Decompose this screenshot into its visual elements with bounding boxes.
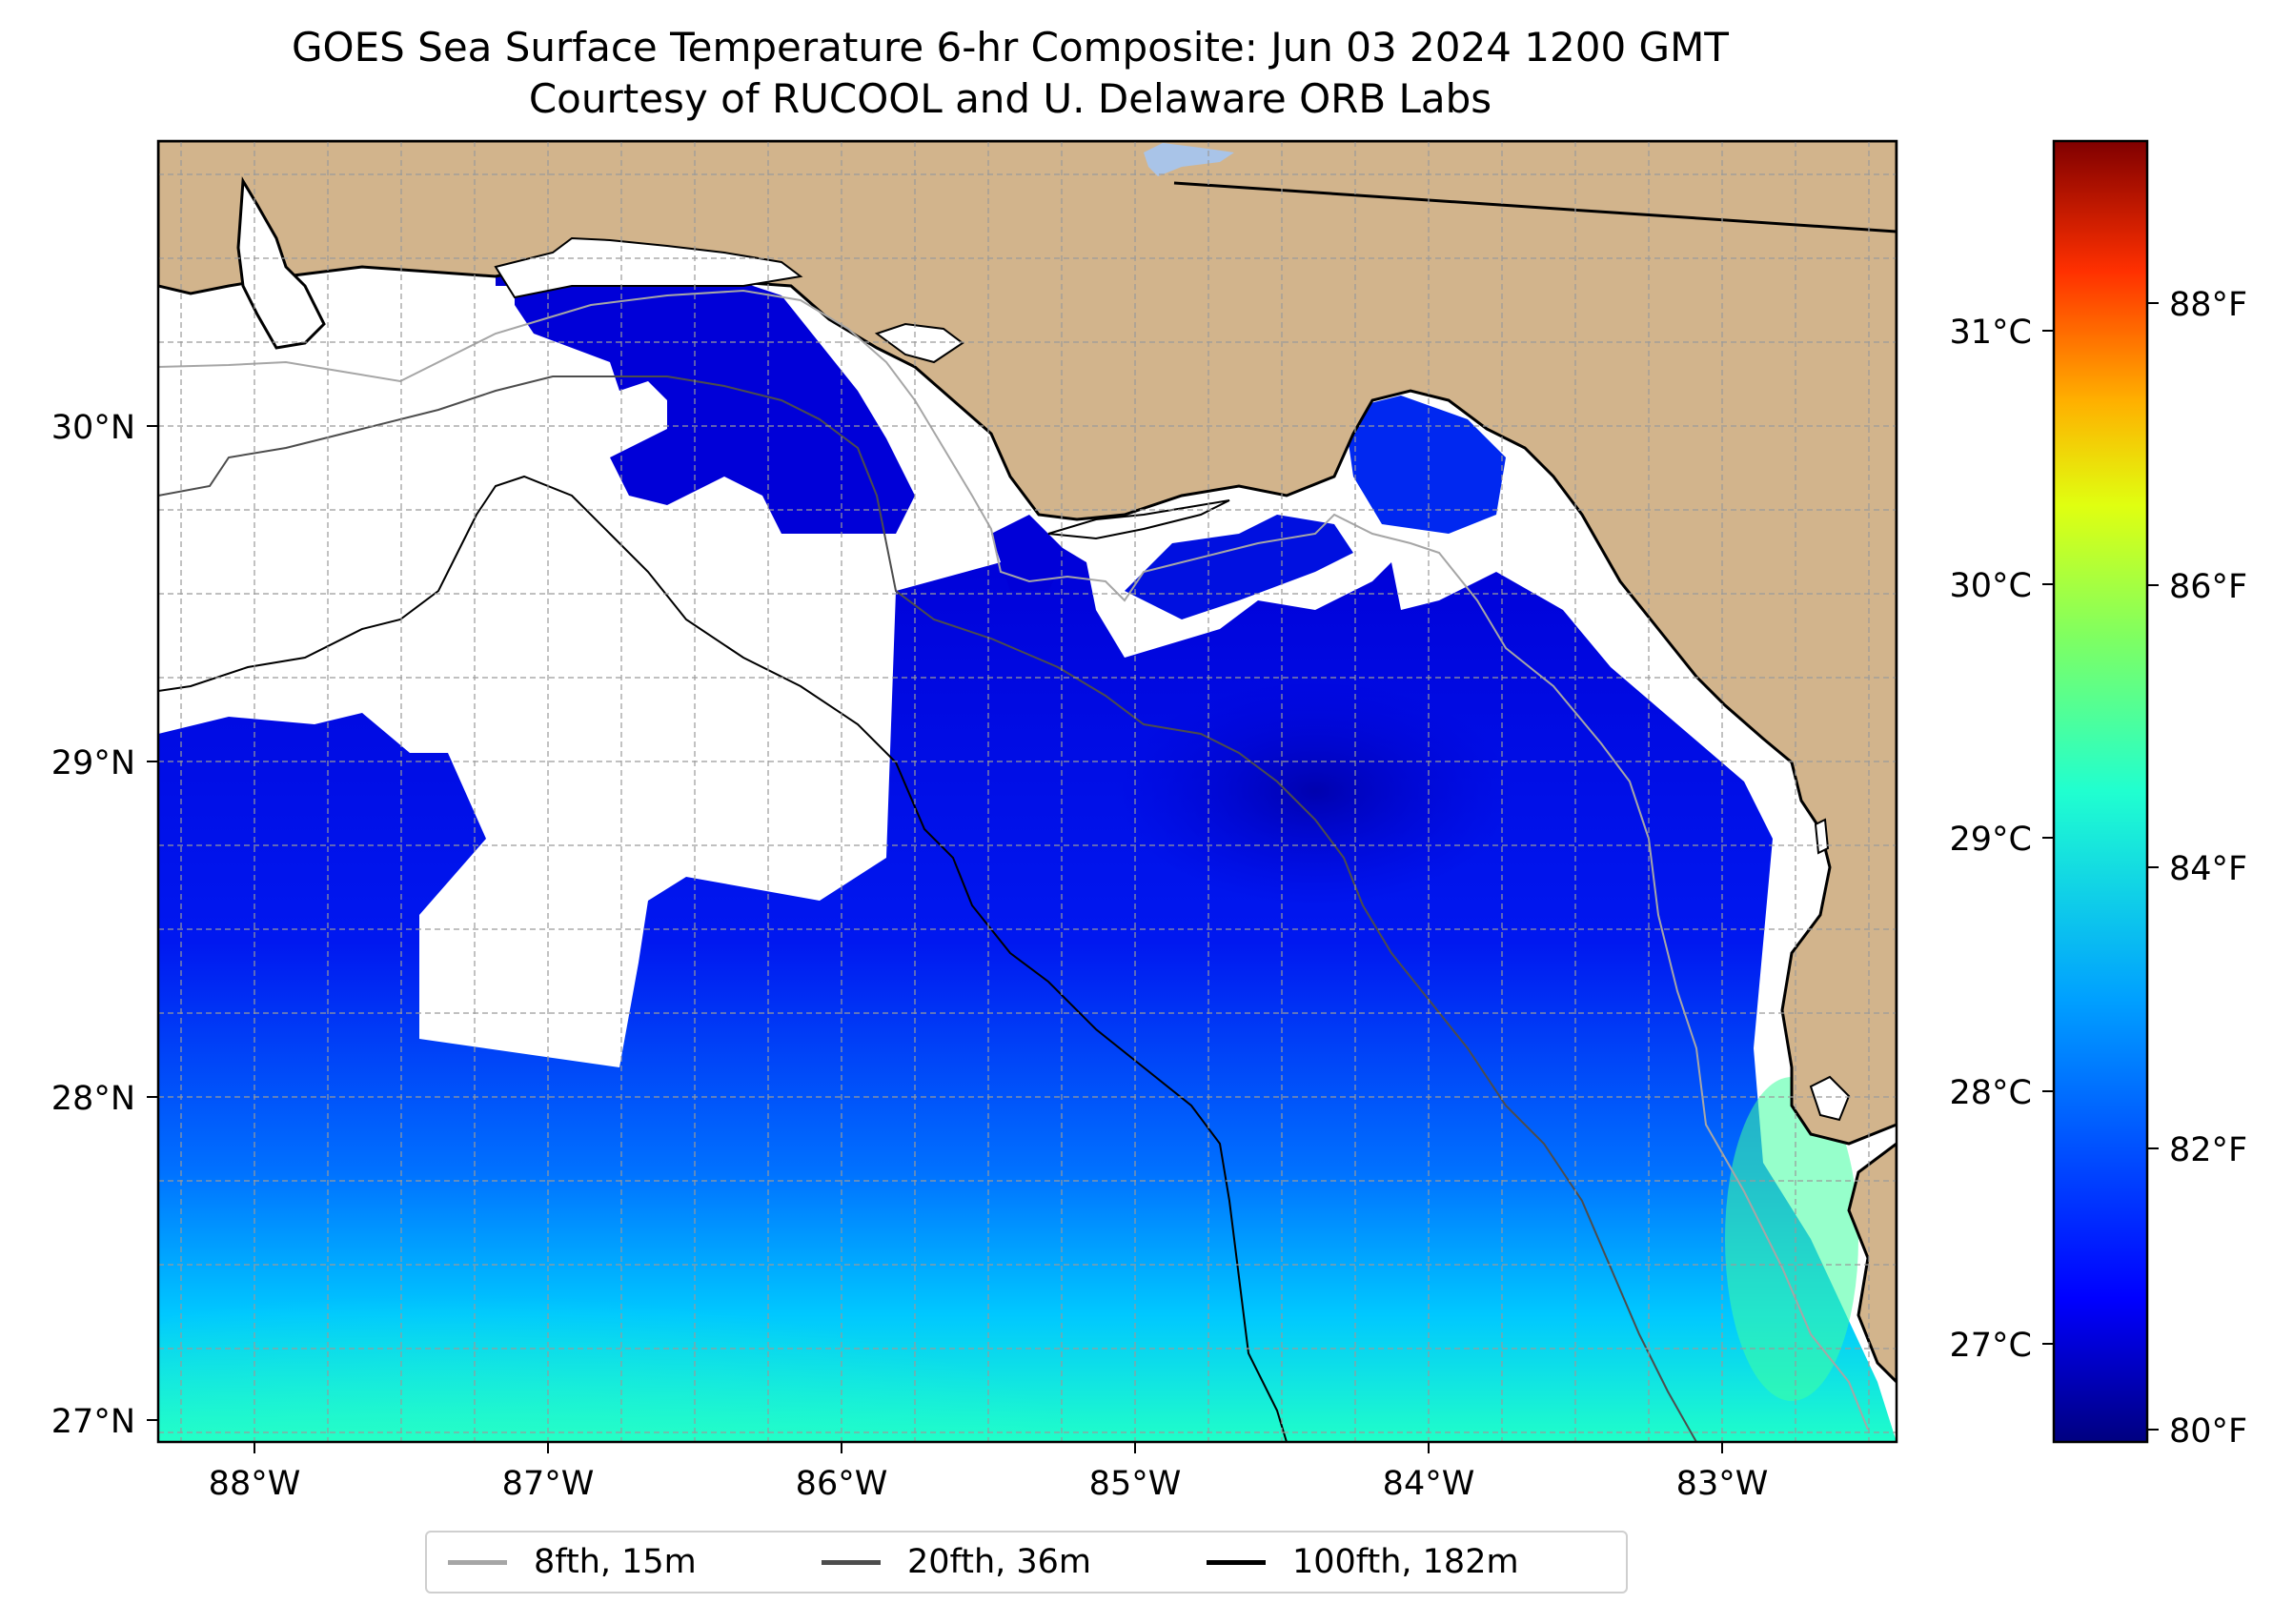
- lat-label-27n: 27°N: [51, 1403, 135, 1441]
- map-subtitle: Courtesy of RUCOOL and U. Delaware ORB L…: [528, 75, 1492, 122]
- state-boundary: [1173, 181, 1897, 233]
- lon-label-85w: 85°W: [1089, 1465, 1182, 1503]
- lon-label-87w: 87°W: [502, 1465, 595, 1503]
- lat-label-28n: 28°N: [51, 1080, 135, 1118]
- colorbar-celsius-29: 29°C: [1950, 821, 2032, 859]
- lon-label-88w: 88°W: [209, 1465, 301, 1503]
- colorbar-gradient: [2052, 139, 2149, 1444]
- legend-item-100fth: 100fth, 182m: [1207, 1533, 1519, 1592]
- bathymetry-contours: [158, 181, 1897, 1442]
- colorbar-fahrenheit-80: 80°F: [2169, 1412, 2247, 1451]
- contour-8fth-15m: [158, 289, 1869, 1431]
- legend-line-20fth: [822, 1559, 881, 1565]
- legend-item-8fth: 8fth, 15m: [448, 1533, 697, 1592]
- lat-label-30n: 30°N: [51, 409, 135, 447]
- colorbar-fahrenheit-88: 88°F: [2169, 286, 2247, 324]
- colorbar-celsius-28: 28°C: [1950, 1074, 2032, 1112]
- lat-label-29n: 29°N: [51, 744, 135, 782]
- legend-line-100fth: [1207, 1559, 1266, 1565]
- contour-100fth-182m: [158, 475, 1288, 1442]
- colorbar-fahrenheit-82: 82°F: [2169, 1131, 2247, 1169]
- lon-label-84w: 84°W: [1383, 1465, 1475, 1503]
- legend-item-20fth: 20fth, 36m: [822, 1533, 1091, 1592]
- legend-line-8fth: [448, 1559, 507, 1565]
- land-mass: [158, 141, 1897, 1385]
- legend-label-20fth: 20fth, 36m: [907, 1543, 1092, 1581]
- map-title: GOES Sea Surface Temperature 6-hr Compos…: [292, 24, 1729, 71]
- latitude-labels: 30°N 29°N 28°N 27°N: [51, 409, 135, 1441]
- colorbar-celsius-27: 27°C: [1950, 1327, 2032, 1365]
- legend-label-100fth: 100fth, 182m: [1292, 1543, 1519, 1581]
- temperature-colorbar: 31°C 30°C 29°C 28°C 27°C 88°F 86°F 84°F …: [1950, 139, 2247, 1451]
- legend-label-8fth: 8fth, 15m: [534, 1543, 697, 1581]
- map-gridlines: [158, 141, 1897, 1442]
- longitude-labels: 88°W 87°W 86°W 85°W 84°W 83°W: [209, 1465, 1769, 1503]
- colorbar-celsius-31: 31°C: [1950, 314, 2032, 352]
- colorbar-fahrenheit-86: 86°F: [2169, 568, 2247, 606]
- lon-label-86w: 86°W: [796, 1465, 888, 1503]
- lon-label-83w: 83°W: [1676, 1465, 1769, 1503]
- contour-legend: 8fth, 15m 20fth, 36m 100fth, 182m: [425, 1531, 1628, 1594]
- colorbar-celsius-30: 30°C: [1950, 567, 2032, 605]
- sea-surface-temperature-field: [158, 257, 1897, 1442]
- colorbar-fahrenheit-84: 84°F: [2169, 850, 2247, 888]
- contour-20fth-36m: [158, 376, 1697, 1442]
- map-panel: [156, 139, 1898, 1444]
- map-axis-ticks: [147, 425, 1723, 1453]
